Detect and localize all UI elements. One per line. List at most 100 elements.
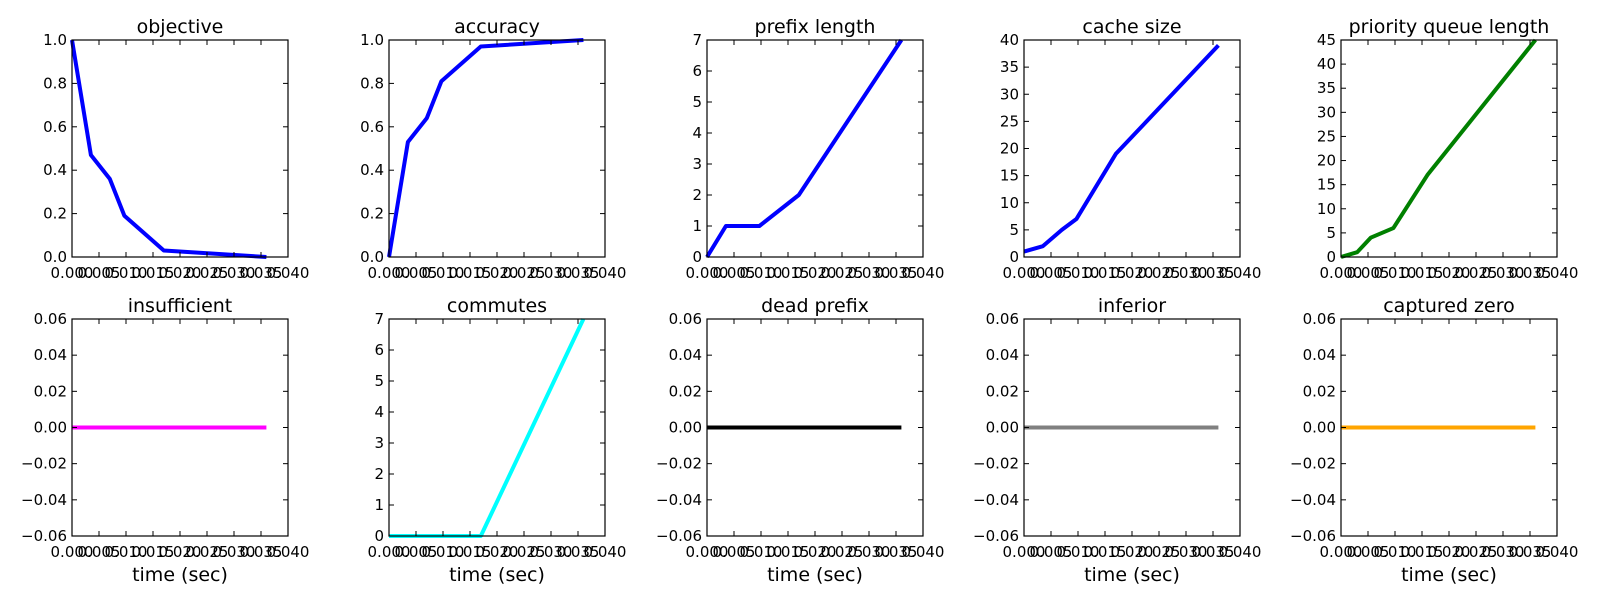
x-tick-label: 0.020: [794, 543, 837, 561]
x-tick-label: 0.015: [449, 264, 492, 282]
subplot-8: 0.0000.0050.0100.0150.0200.0250.0300.035…: [973, 295, 1261, 586]
x-tick-label: 0.010: [422, 543, 465, 561]
x-tick-label: 0.000: [686, 543, 729, 561]
x-tick-label: 0.005: [78, 264, 121, 282]
y-tick-label: 0.00: [1303, 419, 1336, 437]
x-tick-label: 0.030: [1165, 543, 1208, 561]
y-tick-label: 0.0: [43, 248, 67, 266]
y-tick-label: 5: [1326, 224, 1336, 242]
subplot-title: commutes: [447, 295, 547, 317]
y-tick-label: 1: [374, 496, 384, 514]
subplot-9: 0.0000.0050.0100.0150.0200.0250.0300.035…: [1290, 295, 1578, 586]
y-tick-label: 0.2: [360, 205, 384, 223]
y-tick-label: 30: [1317, 103, 1336, 121]
y-tick-label: 25: [1000, 112, 1019, 130]
y-tick-label: 7: [692, 31, 702, 49]
y-tick-label: 4: [692, 124, 702, 142]
y-tick-label: 3: [692, 155, 702, 173]
y-tick-label: 0.06: [669, 310, 702, 328]
x-tick-label: 0.015: [132, 543, 175, 561]
x-tick-label: 0.030: [213, 543, 256, 561]
x-tick-label: 0.040: [1536, 543, 1579, 561]
y-tick-label: 15: [1000, 167, 1019, 185]
x-tick-label: 0.015: [1084, 543, 1127, 561]
x-tick-label: 0.035: [1509, 543, 1552, 561]
y-tick-label: −0.06: [1290, 527, 1336, 545]
x-tick-label: 0.000: [1320, 264, 1363, 282]
y-tick-label: −0.02: [973, 455, 1019, 473]
y-tick-label: 7: [374, 310, 384, 328]
y-tick-label: 0: [692, 248, 702, 266]
x-tick-label: 0.030: [848, 264, 891, 282]
x-axis-label: time (sec): [1401, 564, 1497, 586]
y-tick-label: 25: [1317, 127, 1336, 145]
y-tick-label: 0.02: [986, 382, 1019, 400]
y-tick-label: 2: [692, 186, 702, 204]
x-tick-label: 0.000: [1003, 264, 1046, 282]
y-tick-label: 1: [692, 217, 702, 235]
y-tick-label: 0.8: [360, 74, 384, 92]
x-tick-label: 0.040: [902, 543, 945, 561]
subplot-title: cache size: [1082, 16, 1181, 38]
x-tick-label: 0.020: [159, 264, 202, 282]
x-tick-label: 0.010: [1057, 264, 1100, 282]
subplot-title: inferior: [1098, 295, 1166, 317]
subplot-5: 0.0000.0050.0100.0150.0200.0250.0300.035…: [21, 295, 309, 586]
x-tick-label: 0.015: [449, 543, 492, 561]
subplot-3: 0.0000.0050.0100.0150.0200.0250.0300.035…: [1000, 16, 1262, 282]
x-tick-label: 0.010: [1374, 264, 1417, 282]
y-tick-label: −0.06: [973, 527, 1019, 545]
y-tick-label: 0.00: [986, 419, 1019, 437]
x-tick-label: 0.030: [213, 264, 256, 282]
y-tick-label: 0: [1326, 248, 1336, 266]
x-tick-label: 0.005: [395, 543, 438, 561]
x-tick-label: 0.030: [1482, 264, 1525, 282]
subplot-title: priority queue length: [1349, 16, 1550, 38]
y-tick-label: 0.6: [43, 118, 67, 136]
subplot-7: 0.0000.0050.0100.0150.0200.0250.0300.035…: [656, 295, 944, 586]
series-line: [70, 39, 267, 259]
subplot-title: prefix length: [755, 16, 876, 38]
x-tick-label: 0.025: [503, 264, 546, 282]
x-tick-label: 0.030: [1482, 543, 1525, 561]
y-tick-label: 0: [1009, 248, 1019, 266]
x-tick-label: 0.020: [476, 543, 519, 561]
x-tick-label: 0.025: [1455, 264, 1498, 282]
x-tick-label: 0.005: [1030, 543, 1073, 561]
x-tick-label: 0.040: [1219, 543, 1262, 561]
x-tick-label: 0.015: [1401, 264, 1444, 282]
x-tick-label: 0.035: [1509, 264, 1552, 282]
x-tick-label: 0.040: [902, 264, 945, 282]
x-tick-label: 0.000: [368, 264, 411, 282]
x-tick-label: 0.040: [1219, 264, 1262, 282]
y-tick-label: 0.04: [34, 346, 67, 364]
x-axis-label: time (sec): [132, 564, 228, 586]
x-tick-label: 0.020: [476, 264, 519, 282]
y-tick-label: 10: [1000, 194, 1019, 212]
x-tick-label: 0.035: [875, 543, 918, 561]
y-tick-label: −0.06: [21, 527, 67, 545]
x-tick-label: 0.035: [1192, 264, 1235, 282]
y-tick-label: 0.02: [34, 382, 67, 400]
x-tick-label: 0.025: [503, 543, 546, 561]
y-tick-label: 0.04: [669, 346, 702, 364]
x-tick-label: 0.005: [1347, 543, 1390, 561]
y-tick-label: 45: [1317, 31, 1336, 49]
y-tick-label: 1.0: [43, 31, 67, 49]
x-tick-label: 0.030: [530, 543, 573, 561]
y-tick-label: 0.02: [669, 382, 702, 400]
y-tick-label: 0.4: [43, 161, 67, 179]
x-tick-label: 0.010: [740, 264, 783, 282]
x-tick-label: 0.000: [51, 264, 94, 282]
y-tick-label: 0.04: [1303, 346, 1336, 364]
series-line: [1023, 44, 1220, 254]
series-line: [1340, 38, 1537, 259]
x-tick-label: 0.000: [1320, 543, 1363, 561]
x-tick-label: 0.015: [132, 264, 175, 282]
x-tick-label: 0.025: [1455, 543, 1498, 561]
x-tick-label: 0.025: [1138, 543, 1181, 561]
subplot-4: 0.0000.0050.0100.0150.0200.0250.0300.035…: [1317, 16, 1579, 282]
y-tick-label: 6: [692, 62, 702, 80]
x-tick-label: 0.015: [767, 543, 810, 561]
